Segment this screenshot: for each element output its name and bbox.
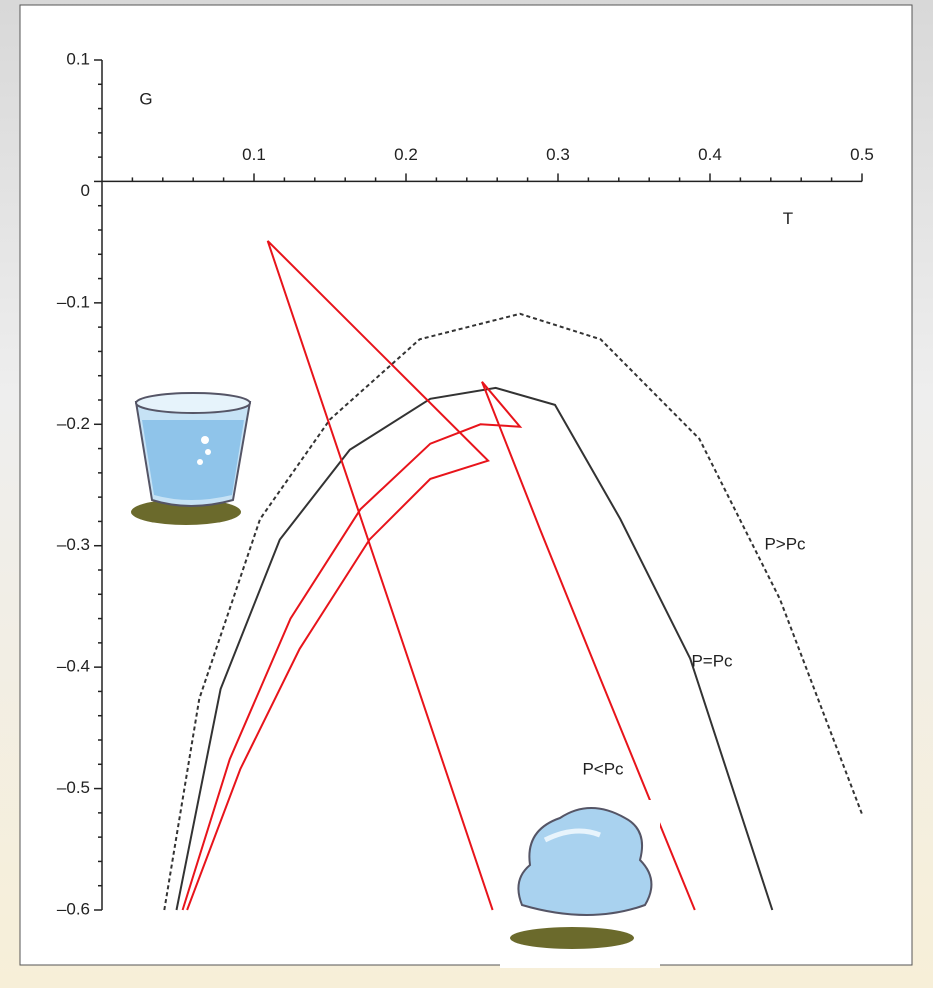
x-tick-label: 0.3: [546, 145, 570, 164]
glass-icon: [131, 393, 250, 525]
y-axis-label: G: [139, 89, 152, 108]
y-tick-label: –0.1: [57, 292, 90, 311]
series-label: P<Pc: [582, 759, 624, 778]
x-axis-label: T: [783, 209, 793, 228]
puddle-icon: [500, 800, 660, 968]
y-tick-label: 0: [81, 181, 90, 200]
x-tick-label: 0.1: [242, 145, 266, 164]
x-tick-label: 0.2: [394, 145, 418, 164]
y-tick-label: –0.5: [57, 778, 90, 797]
y-tick-label: –0.6: [57, 899, 90, 918]
y-tick-label: 0.1: [66, 49, 90, 68]
y-tick-label: –0.4: [57, 657, 90, 676]
series-label: P=Pc: [691, 651, 733, 670]
x-tick-label: 0.5: [850, 145, 874, 164]
y-tick-label: –0.2: [57, 414, 90, 433]
page: {"chart_data": {"type": "line", "x_label…: [0, 0, 933, 988]
chart: 0.1 0.2 0.3 0.4 0.5 0.1 0 –0.1 –0.2 –0.3 –0.4 –0.5 –…: [0, 0, 933, 988]
x-tick-label: 0.4: [698, 145, 722, 164]
y-tick-label: –0.3: [57, 535, 90, 554]
series-label: P>Pc: [764, 534, 806, 553]
